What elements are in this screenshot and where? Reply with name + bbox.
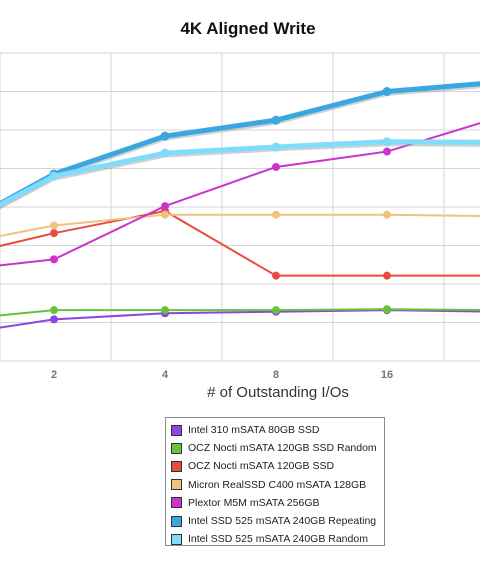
series-line bbox=[0, 309, 480, 329]
legend-label: OCZ Nocti mSATA 120GB SSD Random bbox=[188, 442, 377, 455]
data-point bbox=[50, 229, 58, 238]
legend-item-intel-525-random: Intel SSD 525 mSATA 240GB Random bbox=[171, 530, 384, 548]
legend-label: Intel SSD 525 mSATA 240GB Random bbox=[188, 533, 368, 546]
legend-label: Intel SSD 525 mSATA 240GB Repeating bbox=[188, 515, 377, 528]
x-tick-label: 4 bbox=[162, 369, 169, 381]
x-tick-label: 16 bbox=[381, 369, 393, 381]
data-point bbox=[161, 306, 169, 315]
data-point bbox=[161, 210, 169, 219]
data-point bbox=[160, 131, 170, 141]
data-point bbox=[383, 210, 391, 219]
series-layer bbox=[0, 81, 480, 329]
legend-label: Plextor M5M mSATA 256GB bbox=[188, 496, 320, 509]
legend-swatch bbox=[171, 497, 182, 509]
legend-swatch bbox=[171, 424, 182, 436]
legend-item-intel-525-repeating: Intel SSD 525 mSATA 240GB Repeating bbox=[171, 512, 384, 530]
data-point bbox=[272, 271, 280, 280]
legend: Intel 310 mSATA 80GB SSD OCZ Nocti mSATA… bbox=[165, 417, 385, 546]
legend-swatch bbox=[171, 460, 182, 472]
series-line bbox=[0, 210, 480, 277]
x-axis-ticks: 2 4 8 16 bbox=[51, 369, 393, 381]
x-tick-label: 2 bbox=[51, 369, 57, 381]
grid bbox=[0, 52, 480, 362]
legend-label: Micron RealSSD C400 mSATA 128GB bbox=[188, 478, 367, 491]
legend-swatch bbox=[171, 442, 182, 454]
data-point bbox=[160, 148, 170, 158]
data-point bbox=[272, 210, 280, 219]
legend-label: OCZ Nocti mSATA 120GB SSD bbox=[188, 460, 335, 473]
x-tick-label: 8 bbox=[273, 369, 279, 381]
data-point bbox=[272, 306, 280, 315]
legend-item-intel-310: Intel 310 mSATA 80GB SSD bbox=[171, 421, 384, 439]
series-1 bbox=[0, 305, 480, 317]
data-point bbox=[382, 87, 392, 96]
data-point bbox=[50, 221, 58, 230]
legend-item-plextor-m5m: Plextor M5M mSATA 256GB bbox=[171, 494, 384, 512]
series-4 bbox=[0, 122, 480, 267]
series-line bbox=[0, 139, 480, 208]
legend-item-ocz-nocti: OCZ Nocti mSATA 120GB SSD bbox=[171, 457, 384, 475]
data-point bbox=[50, 255, 58, 264]
series-line bbox=[0, 213, 480, 237]
data-point bbox=[271, 115, 281, 125]
series-line bbox=[0, 308, 480, 317]
data-point bbox=[383, 271, 391, 280]
x-axis-label: # of Outstanding I/Os bbox=[207, 384, 349, 401]
data-point bbox=[50, 315, 58, 324]
data-point bbox=[271, 142, 281, 152]
series-line bbox=[0, 81, 480, 207]
legend-item-ocz-nocti-random: OCZ Nocti mSATA 120GB SSD Random bbox=[171, 439, 384, 457]
data-point bbox=[383, 147, 391, 156]
chart-title: 4K Aligned Write bbox=[180, 19, 316, 38]
series-5 bbox=[0, 81, 480, 209]
data-point bbox=[383, 305, 391, 314]
data-point bbox=[272, 162, 280, 171]
legend-swatch bbox=[171, 533, 182, 545]
legend-item-micron-c400: Micron RealSSD C400 mSATA 128GB bbox=[171, 476, 384, 494]
legend-label: Intel 310 mSATA 80GB SSD bbox=[188, 424, 320, 437]
series-2 bbox=[0, 207, 480, 280]
series-line bbox=[0, 122, 480, 267]
data-point bbox=[49, 171, 59, 181]
data-point bbox=[161, 202, 169, 211]
series-6 bbox=[0, 137, 480, 210]
legend-swatch bbox=[171, 515, 182, 527]
series-3 bbox=[0, 210, 480, 237]
legend-swatch bbox=[171, 479, 182, 491]
data-point bbox=[50, 306, 58, 315]
data-point bbox=[382, 137, 392, 147]
